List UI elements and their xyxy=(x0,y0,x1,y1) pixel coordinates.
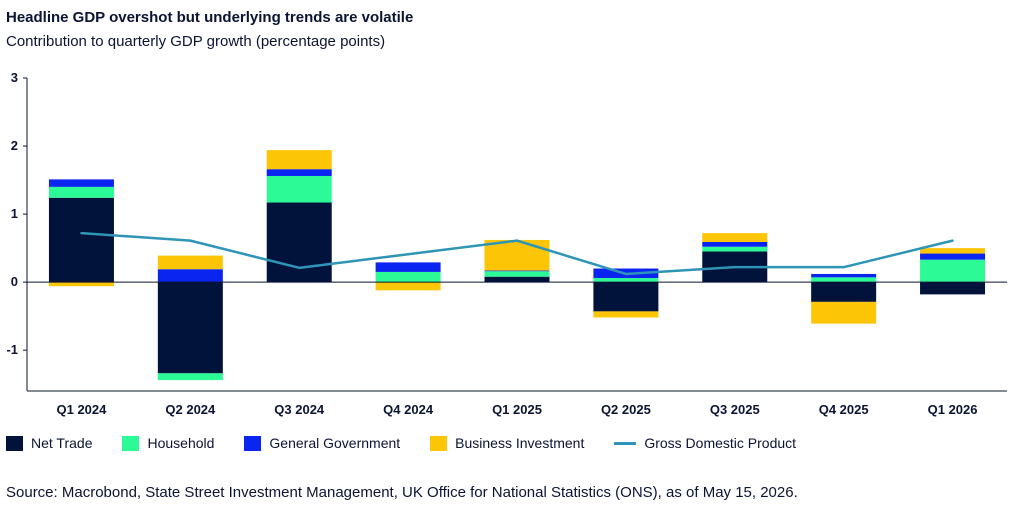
labels-layer: 3 2 1 0 -1 Q1 2024 Q2 2024 Q3 2024 Q4 2024 Q1 202… xyxy=(6,70,977,417)
point-gross-domestic-product-q2-2025 xyxy=(624,272,628,276)
bar-net-trade-q3-2024 xyxy=(266,202,332,283)
y-tick-label: -1 xyxy=(6,342,18,357)
legend-item-general-government: General Government xyxy=(244,435,400,451)
point-gross-domestic-product-q1-2024 xyxy=(80,231,83,235)
bar-general-government-q1-2026 xyxy=(920,253,986,260)
y-tick-label: 0 xyxy=(11,274,18,289)
bar-business-investment-q1-2024 xyxy=(48,282,114,287)
bar-household-q4-2024 xyxy=(375,271,441,283)
bar-household-q3-2024 xyxy=(266,175,332,203)
x-tick-label: Q3 2024 xyxy=(274,402,325,417)
x-tick-label: Q2 2025 xyxy=(601,402,651,417)
bar-general-government-q1-2024 xyxy=(48,179,114,187)
legend-item-household: Household xyxy=(122,435,214,451)
bar-business-investment-q3-2025 xyxy=(702,233,768,242)
bar-general-government-q4-2025 xyxy=(811,273,877,278)
bar-general-government-q3-2024 xyxy=(266,169,332,176)
x-tick-label: Q1 2025 xyxy=(492,402,542,417)
x-tick-label: Q4 2024 xyxy=(383,402,434,417)
legend-swatch xyxy=(614,441,637,445)
bar-general-government-q1-2025 xyxy=(484,270,550,272)
legend-item-business-investment: Business Investment xyxy=(430,435,584,451)
bar-business-investment-q4-2024 xyxy=(375,282,441,291)
bar-net-trade-q2-2025 xyxy=(593,282,659,312)
y-tick-label: 2 xyxy=(11,138,18,153)
bar-business-investment-q3-2024 xyxy=(266,150,332,170)
point-gross-domestic-product-q3-2025 xyxy=(733,265,736,269)
legend-item-gross-domestic-product: Gross Domestic Product xyxy=(614,435,796,451)
point-gross-domestic-product-q1-2025 xyxy=(515,239,519,242)
x-tick-label: Q1 2026 xyxy=(928,402,978,417)
legend-label: Business Investment xyxy=(455,435,585,451)
x-tick-label: Q4 2025 xyxy=(819,402,869,417)
bar-household-q4-2025 xyxy=(811,277,877,283)
bar-household-q3-2025 xyxy=(702,246,768,252)
line-layer xyxy=(80,231,954,276)
legend-label: Household xyxy=(147,435,215,451)
bar-business-investment-q2-2024 xyxy=(157,255,223,270)
legend-swatch xyxy=(122,435,140,451)
bar-household-q2-2024 xyxy=(157,373,223,381)
bar-business-investment-q4-2025 xyxy=(811,301,877,324)
chart-title: Headline GDP overshot but underlying tre… xyxy=(6,9,414,26)
axes-layer xyxy=(23,77,1007,392)
bar-net-trade-q2-2024 xyxy=(157,282,223,374)
bar-household-q1-2026 xyxy=(920,259,986,283)
bar-net-trade-q1-2024 xyxy=(48,197,114,283)
stacked-bar-chart: 3 2 1 0 -1 Q1 2024 Q2 2024 Q3 2024 Q4 2024 Q1 202… xyxy=(6,70,1007,417)
bar-business-investment-q1-2026 xyxy=(920,248,986,254)
source-note: Source: Macrobond, State Street Investme… xyxy=(6,484,798,501)
legend-swatch xyxy=(244,435,262,451)
legend-label: General Government xyxy=(269,435,401,451)
point-gross-domestic-product-q4-2024 xyxy=(406,253,410,256)
x-tick-label: Q3 2025 xyxy=(710,402,760,417)
y-tick-label: 3 xyxy=(11,70,18,85)
x-tick-label: Q1 2024 xyxy=(57,402,108,417)
bars-layer xyxy=(48,150,986,381)
chart-subtitle: Contribution to quarterly GDP growth (pe… xyxy=(6,33,386,50)
point-gross-domestic-product-q1-2026 xyxy=(951,239,954,242)
legend-label: Net Trade xyxy=(31,435,93,451)
bar-net-trade-q1-2025 xyxy=(484,276,550,283)
bar-household-q1-2024 xyxy=(48,186,114,198)
legend-swatch xyxy=(6,435,23,451)
bar-general-government-q4-2024 xyxy=(375,262,441,272)
bar-net-trade-q1-2026 xyxy=(920,282,986,295)
bar-household-q1-2025 xyxy=(484,271,550,277)
bar-household-q2-2025 xyxy=(593,278,659,283)
bar-general-government-q3-2025 xyxy=(702,241,768,247)
bar-business-investment-q2-2025 xyxy=(593,311,659,318)
legend-item-net-trade: Net Trade xyxy=(6,435,92,451)
x-tick-label: Q2 2024 xyxy=(165,402,216,417)
point-gross-domestic-product-q3-2024 xyxy=(298,266,301,270)
point-gross-domestic-product-q4-2025 xyxy=(842,265,845,269)
chart-legend: Net Trade Household General Government Busi… xyxy=(6,433,826,453)
y-tick-label: 1 xyxy=(11,206,18,221)
bar-general-government-q2-2024 xyxy=(157,269,223,283)
legend-label: Gross Domestic Product xyxy=(644,435,797,451)
legend-swatch xyxy=(430,435,448,451)
bar-business-investment-q1-2025 xyxy=(484,239,550,271)
bar-net-trade-q4-2025 xyxy=(811,282,877,302)
point-gross-domestic-product-q2-2024 xyxy=(189,239,192,242)
